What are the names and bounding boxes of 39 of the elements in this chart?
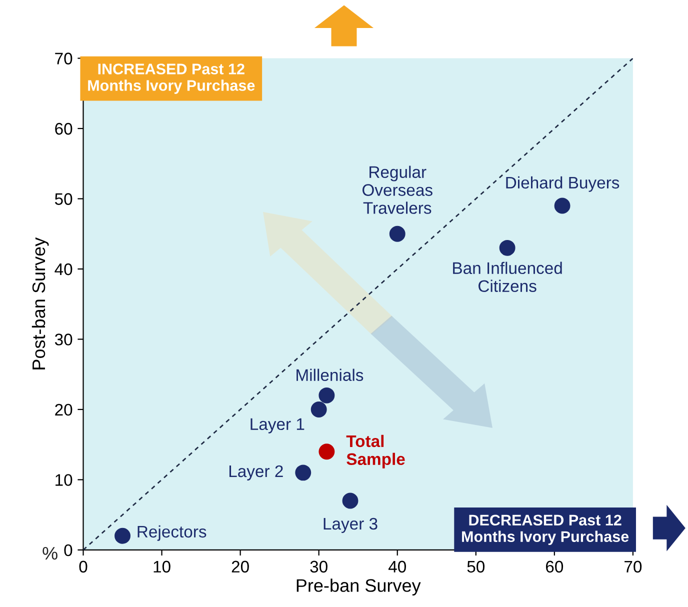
x-tick-label: 10 <box>154 560 170 573</box>
point <box>499 240 516 256</box>
series-label: Layer 1 <box>250 418 304 434</box>
series-label: Ban Influenced Citizens <box>453 262 562 292</box>
y-tick-label: 20 <box>55 404 72 416</box>
series-label: Total Sample <box>346 434 405 468</box>
series-label: Layer 3 <box>324 518 378 533</box>
y-tick-label: 60 <box>55 122 72 135</box>
y-tick-label: 40 <box>54 263 72 276</box>
point <box>318 444 335 460</box>
x-tick-label: 0 <box>79 560 88 573</box>
series-label: Rejectors <box>138 525 206 541</box>
x-tick-label: 70 <box>624 560 642 573</box>
x-tick-label: 50 <box>467 560 485 573</box>
series-label: Diehard Buyers <box>506 176 620 192</box>
point <box>114 528 130 544</box>
x-tick-label: 20 <box>232 560 249 573</box>
y-axis-title: Post-ban Survey <box>32 237 49 370</box>
y-tick-label: 0 <box>64 544 72 556</box>
x-tick-label: 40 <box>388 560 406 573</box>
y-tick-label: 30 <box>54 334 72 346</box>
point <box>389 226 406 242</box>
annotation: INCREASED Past 12 Months Ivory Purchase <box>88 64 255 94</box>
text: % <box>42 547 58 560</box>
x-axis-title: Pre-ban Survey <box>296 578 421 596</box>
x-tick-label: 30 <box>310 560 328 573</box>
y-tick-label: 10 <box>56 474 72 486</box>
annotation: DECREASED Past 12 Months Ivory Purchase <box>462 514 629 546</box>
point <box>342 492 358 509</box>
series-label: Regular Overseas Travelers <box>362 166 432 214</box>
point <box>310 401 327 418</box>
point <box>554 198 570 214</box>
y-tick-label: 50 <box>54 193 72 205</box>
point <box>295 464 312 481</box>
series-label: Millenials <box>296 368 364 382</box>
point <box>318 387 335 404</box>
x-tick-label: 60 <box>546 560 564 573</box>
series-label: Layer 2 <box>229 465 283 480</box>
y-tick-label: 70 <box>55 52 72 64</box>
